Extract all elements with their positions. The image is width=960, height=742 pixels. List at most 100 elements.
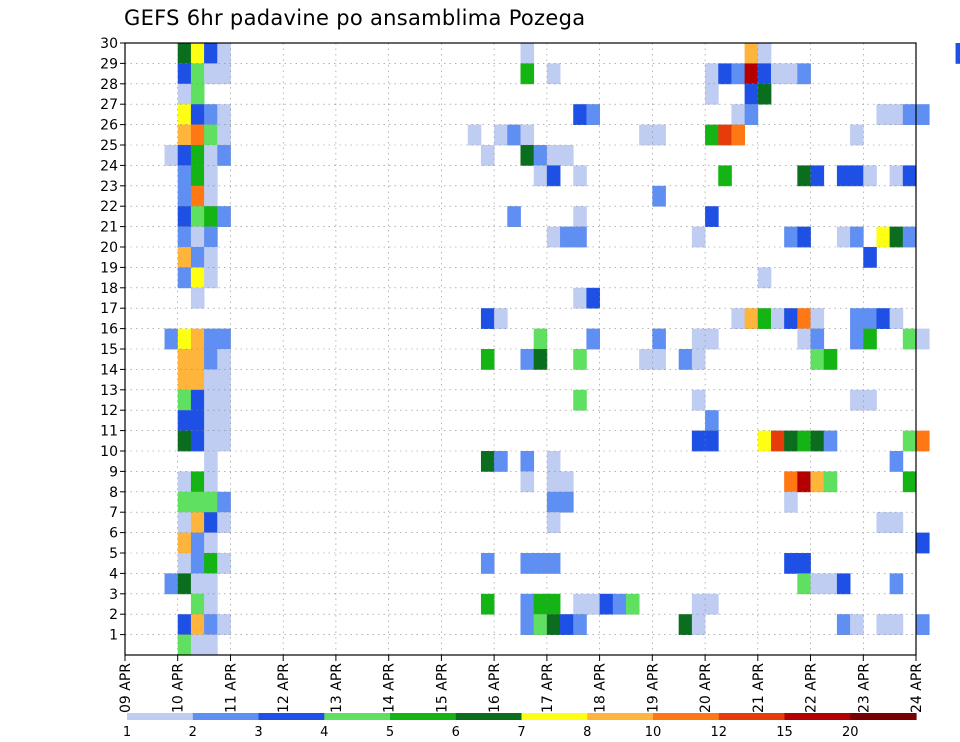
heatmap-cell xyxy=(876,308,891,329)
heatmap-cell xyxy=(190,328,205,350)
heatmap-cell xyxy=(204,532,218,554)
heatmap-cell xyxy=(546,165,561,187)
heatmap-cell xyxy=(217,124,231,146)
heatmap-cell xyxy=(691,226,706,248)
x-tick-label: 18 APR xyxy=(593,663,609,713)
heatmap-cell xyxy=(876,614,891,635)
legend-label: 4 xyxy=(320,725,328,740)
legend-swatch xyxy=(258,713,325,720)
heatmap-cell xyxy=(494,451,508,472)
heatmap-cell xyxy=(836,226,851,248)
heatmap-cell xyxy=(177,267,192,289)
y-tick-label: 26 xyxy=(100,118,118,134)
heatmap-cell xyxy=(190,491,205,513)
heatmap-cell xyxy=(784,226,798,248)
heatmap-cell xyxy=(744,63,759,85)
heatmap-cell xyxy=(876,104,891,125)
heatmap-cell xyxy=(190,369,205,391)
heatmap-cell xyxy=(560,226,574,248)
heatmap-cell xyxy=(520,43,535,64)
heatmap-cell xyxy=(190,83,205,105)
heatmap-cell xyxy=(204,573,218,595)
heatmap-cell xyxy=(546,491,561,513)
heatmap-cell xyxy=(889,614,904,635)
heatmap-cell xyxy=(810,471,825,493)
heatmap-cell xyxy=(850,308,864,329)
heatmap-cell xyxy=(190,43,205,64)
heatmap-cell xyxy=(560,491,574,513)
y-tick-label: 29 xyxy=(100,56,118,72)
heatmap-cell xyxy=(586,328,600,350)
y-tick-label: 24 xyxy=(100,158,118,174)
heatmap-cell xyxy=(190,430,205,452)
heatmap-cell xyxy=(177,124,192,146)
heatmap-cell xyxy=(731,104,746,125)
heatmap-cells xyxy=(164,43,960,656)
heatmap-cell xyxy=(770,308,785,329)
heatmap-cell xyxy=(652,185,666,207)
heatmap-cell xyxy=(705,63,719,85)
x-tick-label: 11 APR xyxy=(224,663,240,713)
heatmap-cell xyxy=(546,63,561,85)
heatmap-cell xyxy=(573,226,587,248)
legend-colorbar: 1 2 3 4 5 6 7 8 10 12 15 20 xyxy=(123,713,917,740)
heatmap-cell xyxy=(164,145,179,166)
x-tick-label: 15 APR xyxy=(434,663,450,713)
heatmap-cell xyxy=(902,226,917,248)
heatmap-cell xyxy=(810,430,825,452)
y-tick-label: 23 xyxy=(100,179,118,195)
heatmap-cell xyxy=(177,247,192,268)
heatmap-cell xyxy=(480,553,495,574)
heatmap-cell xyxy=(177,430,192,452)
heatmap-cell xyxy=(902,430,917,452)
heatmap-cell xyxy=(204,165,218,187)
heatmap-cell xyxy=(217,491,231,513)
heatmap-cell xyxy=(810,349,825,370)
heatmap-cell xyxy=(691,389,706,411)
heatmap-cell xyxy=(916,430,930,452)
heatmap-cell xyxy=(204,410,218,431)
x-axis: 09 APR 10 APR 11 APR 12 APR 13 APR 14 APR 15 A… xyxy=(118,655,925,713)
legend-label: 2 xyxy=(189,725,197,740)
heatmap-cell xyxy=(770,430,785,452)
heatmap-cell xyxy=(573,165,587,187)
heatmap-cell xyxy=(190,267,205,289)
heatmap-cell xyxy=(177,491,192,513)
heatmap-cell xyxy=(850,165,864,187)
heatmap-cell xyxy=(757,267,772,289)
heatmap-cell xyxy=(480,308,495,329)
heatmap-cell xyxy=(823,471,838,493)
heatmap-cell xyxy=(546,512,561,533)
x-tick-label: 13 APR xyxy=(329,663,345,713)
heatmap-cell xyxy=(863,165,877,187)
heatmap-cell xyxy=(573,389,587,411)
heatmap-cell xyxy=(507,124,521,146)
heatmap-cell xyxy=(190,593,205,615)
heatmap-cell xyxy=(691,430,706,452)
heatmap-cell xyxy=(705,410,719,431)
heatmap-cell xyxy=(217,389,231,411)
heatmap-cell xyxy=(190,553,205,574)
heatmap-cell xyxy=(731,124,746,146)
y-tick-label: 21 xyxy=(100,220,118,236)
heatmap-cell xyxy=(204,389,218,411)
y-tick-label: 5 xyxy=(109,546,118,562)
heatmap-cell xyxy=(639,124,653,146)
heatmap-cell xyxy=(889,573,904,595)
heatmap-cell xyxy=(850,328,864,350)
heatmap-cell xyxy=(757,63,772,85)
y-tick-label: 19 xyxy=(100,260,118,276)
y-tick-label: 30 xyxy=(100,36,118,52)
heatmap-cell xyxy=(573,349,587,370)
heatmap-cell xyxy=(204,451,218,472)
legend-label: 1 xyxy=(123,725,131,740)
heatmap-cell xyxy=(705,430,719,452)
heatmap-cell xyxy=(705,328,719,350)
heatmap-cell xyxy=(902,104,917,125)
heatmap-cell xyxy=(889,451,904,472)
heatmap-cell xyxy=(190,410,205,431)
chart-title: GEFS 6hr padavine po ansamblima Pozega xyxy=(124,6,586,30)
heatmap-cell xyxy=(678,349,693,370)
heatmap-cell xyxy=(639,349,653,370)
heatmap-cell xyxy=(520,124,535,146)
